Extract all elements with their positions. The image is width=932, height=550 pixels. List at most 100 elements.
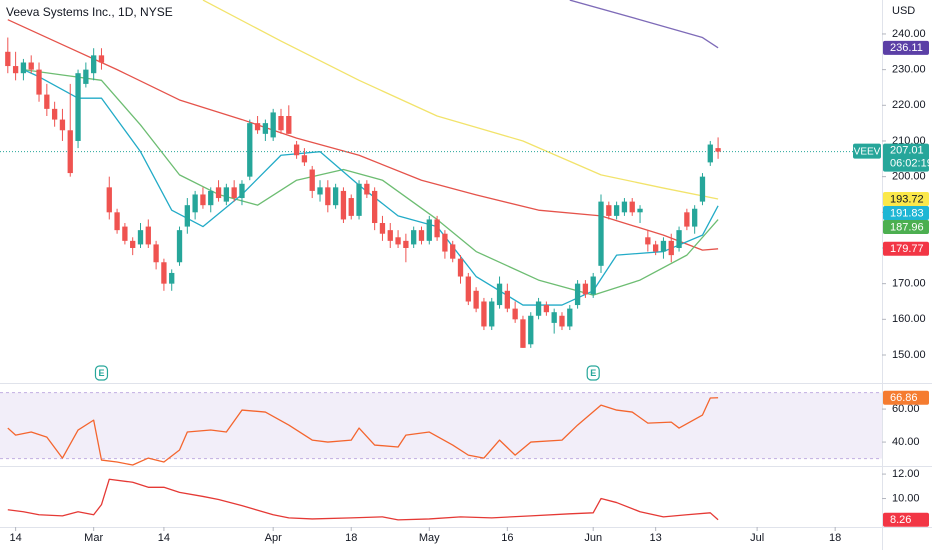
price-badge-label: 179.77 (890, 243, 924, 255)
last-price-countdown: 06:02:19 (890, 158, 932, 170)
candle-body (699, 176, 706, 202)
candle-body (606, 205, 612, 216)
candle-body (504, 290, 510, 309)
candle-body (528, 315, 534, 345)
candle-body (231, 187, 237, 199)
candle-body (621, 201, 628, 213)
candle-body (254, 123, 261, 131)
candle-body (395, 237, 401, 245)
candle-body (28, 62, 34, 70)
candle-body (200, 194, 206, 206)
price-badge (883, 512, 929, 527)
candle-body (434, 219, 440, 238)
candle-body (91, 55, 97, 74)
candle-body (67, 130, 73, 174)
candle-body (176, 230, 183, 263)
candle-body (161, 262, 167, 284)
earnings-label: E (590, 368, 596, 378)
y-tick-label: 12.00 (892, 468, 920, 480)
pane (0, 0, 882, 348)
y-tick-label: 230.00 (892, 64, 926, 76)
candle-body (59, 119, 66, 131)
candle-body (465, 276, 471, 302)
y-tick-label: 60.00 (892, 403, 920, 415)
candle-body (106, 187, 112, 213)
candle-body (512, 308, 518, 320)
x-tick-label: 18 (829, 532, 841, 544)
x-tick-label: Jun (584, 532, 602, 544)
candle-body (676, 230, 682, 248)
candle-body (668, 240, 674, 256)
candle-body (169, 272, 175, 284)
candle-body (83, 69, 89, 84)
price-badge (883, 192, 929, 207)
candle-body (590, 276, 596, 295)
candle-body (715, 148, 721, 152)
candle-body (184, 205, 190, 227)
price-badge-label: 191.83 (890, 207, 924, 219)
candle-body (496, 283, 503, 306)
y-tick-label: 200.00 (892, 171, 926, 183)
x-tick-label: 13 (650, 532, 662, 544)
currency-label: USD (892, 5, 915, 17)
candle-body (707, 144, 713, 163)
candle-body (5, 51, 11, 67)
x-tick-label: 14 (158, 532, 170, 544)
candle-body (473, 290, 479, 309)
price-badge (883, 390, 929, 405)
price-badge-label: 8.26 (890, 514, 911, 526)
price-badge-label: 66.86 (890, 392, 918, 404)
price-badge (883, 220, 929, 235)
candle-body (692, 208, 698, 227)
candle-body (122, 226, 128, 241)
candle-body (278, 116, 284, 131)
price-badge-label: 187.96 (890, 221, 924, 233)
candle-body (379, 223, 386, 234)
x-tick-label: Mar (84, 532, 103, 544)
y-tick-label: 160.00 (892, 313, 926, 325)
candle-body (208, 190, 214, 206)
candle-body (75, 73, 81, 141)
chart-title: Veeva Systems Inc., 1D, NYSE (6, 5, 173, 19)
candle-body (652, 244, 659, 252)
candle-body (262, 123, 269, 134)
price-badge (883, 40, 929, 55)
candle-body (559, 315, 565, 327)
price-badge-label: 236.11 (890, 42, 923, 54)
y-tick-label: 170.00 (892, 278, 926, 290)
indicator-line (7, 397, 719, 466)
candle-body (44, 94, 50, 109)
candle-body (12, 66, 19, 74)
indicator-line (202, 0, 719, 200)
candle-body (684, 212, 690, 227)
y-tick-label: 40.00 (892, 436, 920, 448)
indicator-line (23, 68, 719, 296)
last-price-badge (883, 143, 929, 172)
candle-body (535, 301, 542, 316)
candle-body (520, 319, 526, 348)
earnings-marker (94, 365, 109, 381)
candle-body (582, 283, 589, 295)
candle-body (192, 194, 198, 213)
candle-body (660, 240, 667, 252)
pane (0, 392, 882, 466)
candle-body (543, 305, 550, 313)
candle-body (426, 219, 432, 241)
candle-body (301, 155, 308, 163)
indicator-line (7, 19, 719, 251)
candle-body (98, 55, 105, 63)
candle-body (137, 230, 144, 245)
candle-body (309, 169, 315, 191)
candle-body (613, 205, 620, 216)
candle-body (574, 283, 581, 306)
candle-body (403, 240, 409, 248)
candle-body (340, 190, 347, 220)
candle-body (348, 198, 354, 216)
candle-body (411, 230, 417, 245)
x-tick-label: Jul (750, 532, 764, 544)
candle-body (223, 187, 230, 202)
candle-body (356, 183, 362, 216)
candle-body (145, 226, 151, 245)
